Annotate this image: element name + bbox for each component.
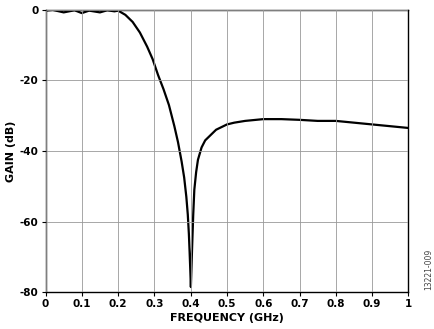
X-axis label: FREQUENCY (GHz): FREQUENCY (GHz) [170,314,283,323]
Y-axis label: GAIN (dB): GAIN (dB) [6,120,16,182]
Text: 13221-009: 13221-009 [423,248,432,290]
